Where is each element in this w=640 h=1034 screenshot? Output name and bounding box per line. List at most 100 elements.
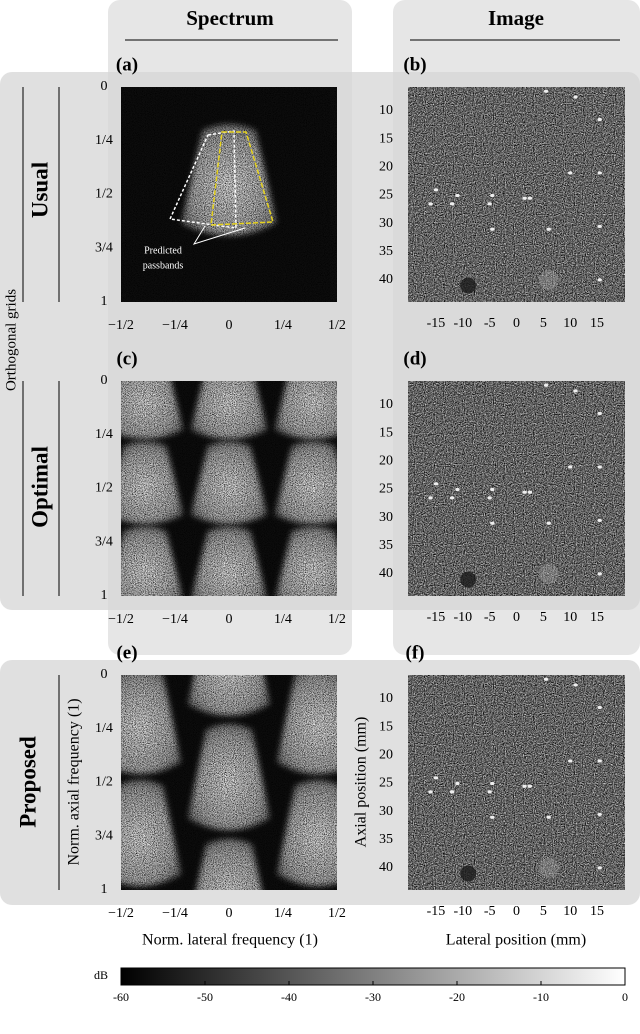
point-target xyxy=(573,389,578,393)
inclusion xyxy=(538,563,559,584)
point-target xyxy=(449,790,455,794)
column-header: Spectrum xyxy=(186,6,274,30)
point-target xyxy=(597,411,602,416)
point-target xyxy=(527,490,533,494)
annotation: Predicted xyxy=(144,245,182,256)
x-tick-label: 1/2 xyxy=(328,318,346,333)
point-target xyxy=(543,383,549,387)
x-tick-label: −1/4 xyxy=(162,318,188,333)
x-tick-label: −1/2 xyxy=(108,318,134,333)
cyst xyxy=(460,277,477,294)
passband-outline xyxy=(210,131,274,226)
point-target xyxy=(449,496,455,500)
annotation-arrow xyxy=(192,225,246,245)
inclusion xyxy=(538,269,559,290)
point-target xyxy=(546,227,551,231)
point-target xyxy=(546,815,551,819)
y-tick-label: 3/4 xyxy=(95,240,113,255)
y-tick-label: 1/2 xyxy=(95,775,113,790)
point-target xyxy=(455,487,460,492)
panel-label: (f) xyxy=(406,642,425,663)
point-target xyxy=(487,202,492,206)
x-tick-label: 5 xyxy=(540,610,547,625)
y-tick-label: 15 xyxy=(379,131,393,146)
x-tick-label: 5 xyxy=(540,316,547,331)
point-target xyxy=(522,196,527,200)
y-tick-label: 1/4 xyxy=(95,133,113,148)
y-tick-label: 30 xyxy=(379,510,393,525)
y-tick-label: 10 xyxy=(379,103,393,118)
y-tick-label: 25 xyxy=(379,188,393,203)
point-target xyxy=(522,784,527,788)
speckle xyxy=(121,87,337,302)
y-tick-label: 0 xyxy=(101,667,108,682)
point-target xyxy=(428,496,433,500)
y-tick-label: 1/2 xyxy=(95,481,113,496)
panel-label: (a) xyxy=(116,54,138,75)
ultrasound-image xyxy=(408,87,625,302)
y-tick-label: 35 xyxy=(379,832,393,847)
x-tick-label: 0 xyxy=(226,318,233,333)
point-target xyxy=(490,781,495,786)
y-axis-title: Axial position (mm) xyxy=(353,717,370,848)
colorbar-tick-label: -30 xyxy=(365,990,381,1004)
x-tick-label: 15 xyxy=(590,610,604,625)
colorbar-tick-label: -20 xyxy=(449,990,465,1004)
cyst xyxy=(460,571,477,588)
x-tick-label: -10 xyxy=(453,610,472,625)
point-target xyxy=(597,705,602,710)
y-tick-label: 10 xyxy=(379,691,393,706)
y-tick-label: 15 xyxy=(379,719,393,734)
y-tick-label: 1 xyxy=(101,588,108,603)
panel-label: (e) xyxy=(116,642,137,663)
point-target xyxy=(455,193,460,198)
ultrasound-image xyxy=(408,381,625,596)
group-label: Orthogonal grids xyxy=(3,289,19,391)
y-tick-label: 30 xyxy=(379,804,393,819)
point-target xyxy=(487,496,492,500)
y-tick-label: 25 xyxy=(379,776,393,791)
x-tick-label: −1/4 xyxy=(162,906,188,921)
y-tick-label: 1/4 xyxy=(95,427,113,442)
x-tick-label: -5 xyxy=(484,316,496,331)
point-target xyxy=(568,465,573,469)
x-tick-label: −1/4 xyxy=(162,612,188,627)
point-target xyxy=(597,812,602,817)
x-tick-label: 10 xyxy=(563,904,577,919)
colorbar-tick-label: -60 xyxy=(113,990,129,1004)
colorbar-tick-label: -40 xyxy=(281,990,297,1004)
y-tick-label: 3/4 xyxy=(95,534,113,549)
x-tick-label: −1/2 xyxy=(108,612,134,627)
x-tick-label: -5 xyxy=(484,610,496,625)
column-header: Image xyxy=(488,6,544,30)
x-tick-label: 1/4 xyxy=(274,906,292,921)
row-label: Usual xyxy=(27,162,52,218)
point-target xyxy=(597,518,602,523)
point-target xyxy=(597,572,602,576)
x-tick-label: 1/4 xyxy=(274,318,292,333)
point-target xyxy=(573,683,578,687)
speckle xyxy=(121,675,337,890)
point-target xyxy=(490,193,495,198)
x-tick-label: 1/2 xyxy=(328,906,346,921)
point-target xyxy=(543,89,549,93)
y-tick-label: 0 xyxy=(101,373,108,388)
x-tick-label: 15 xyxy=(590,316,604,331)
point-target xyxy=(490,487,495,492)
point-target xyxy=(597,866,602,870)
y-tick-label: 35 xyxy=(379,244,393,259)
point-target xyxy=(597,759,602,763)
colorbar-tick-label: 0 xyxy=(622,990,628,1004)
speckle xyxy=(121,381,337,596)
ultrasound-image xyxy=(408,675,625,890)
point-target xyxy=(568,171,573,175)
point-target xyxy=(487,790,492,794)
x-tick-label: 0 xyxy=(226,906,233,921)
point-target xyxy=(433,482,439,486)
point-target xyxy=(455,781,460,786)
point-target xyxy=(428,202,433,206)
y-tick-label: 20 xyxy=(379,748,393,763)
y-tick-label: 30 xyxy=(379,216,393,231)
point-target xyxy=(546,521,551,525)
